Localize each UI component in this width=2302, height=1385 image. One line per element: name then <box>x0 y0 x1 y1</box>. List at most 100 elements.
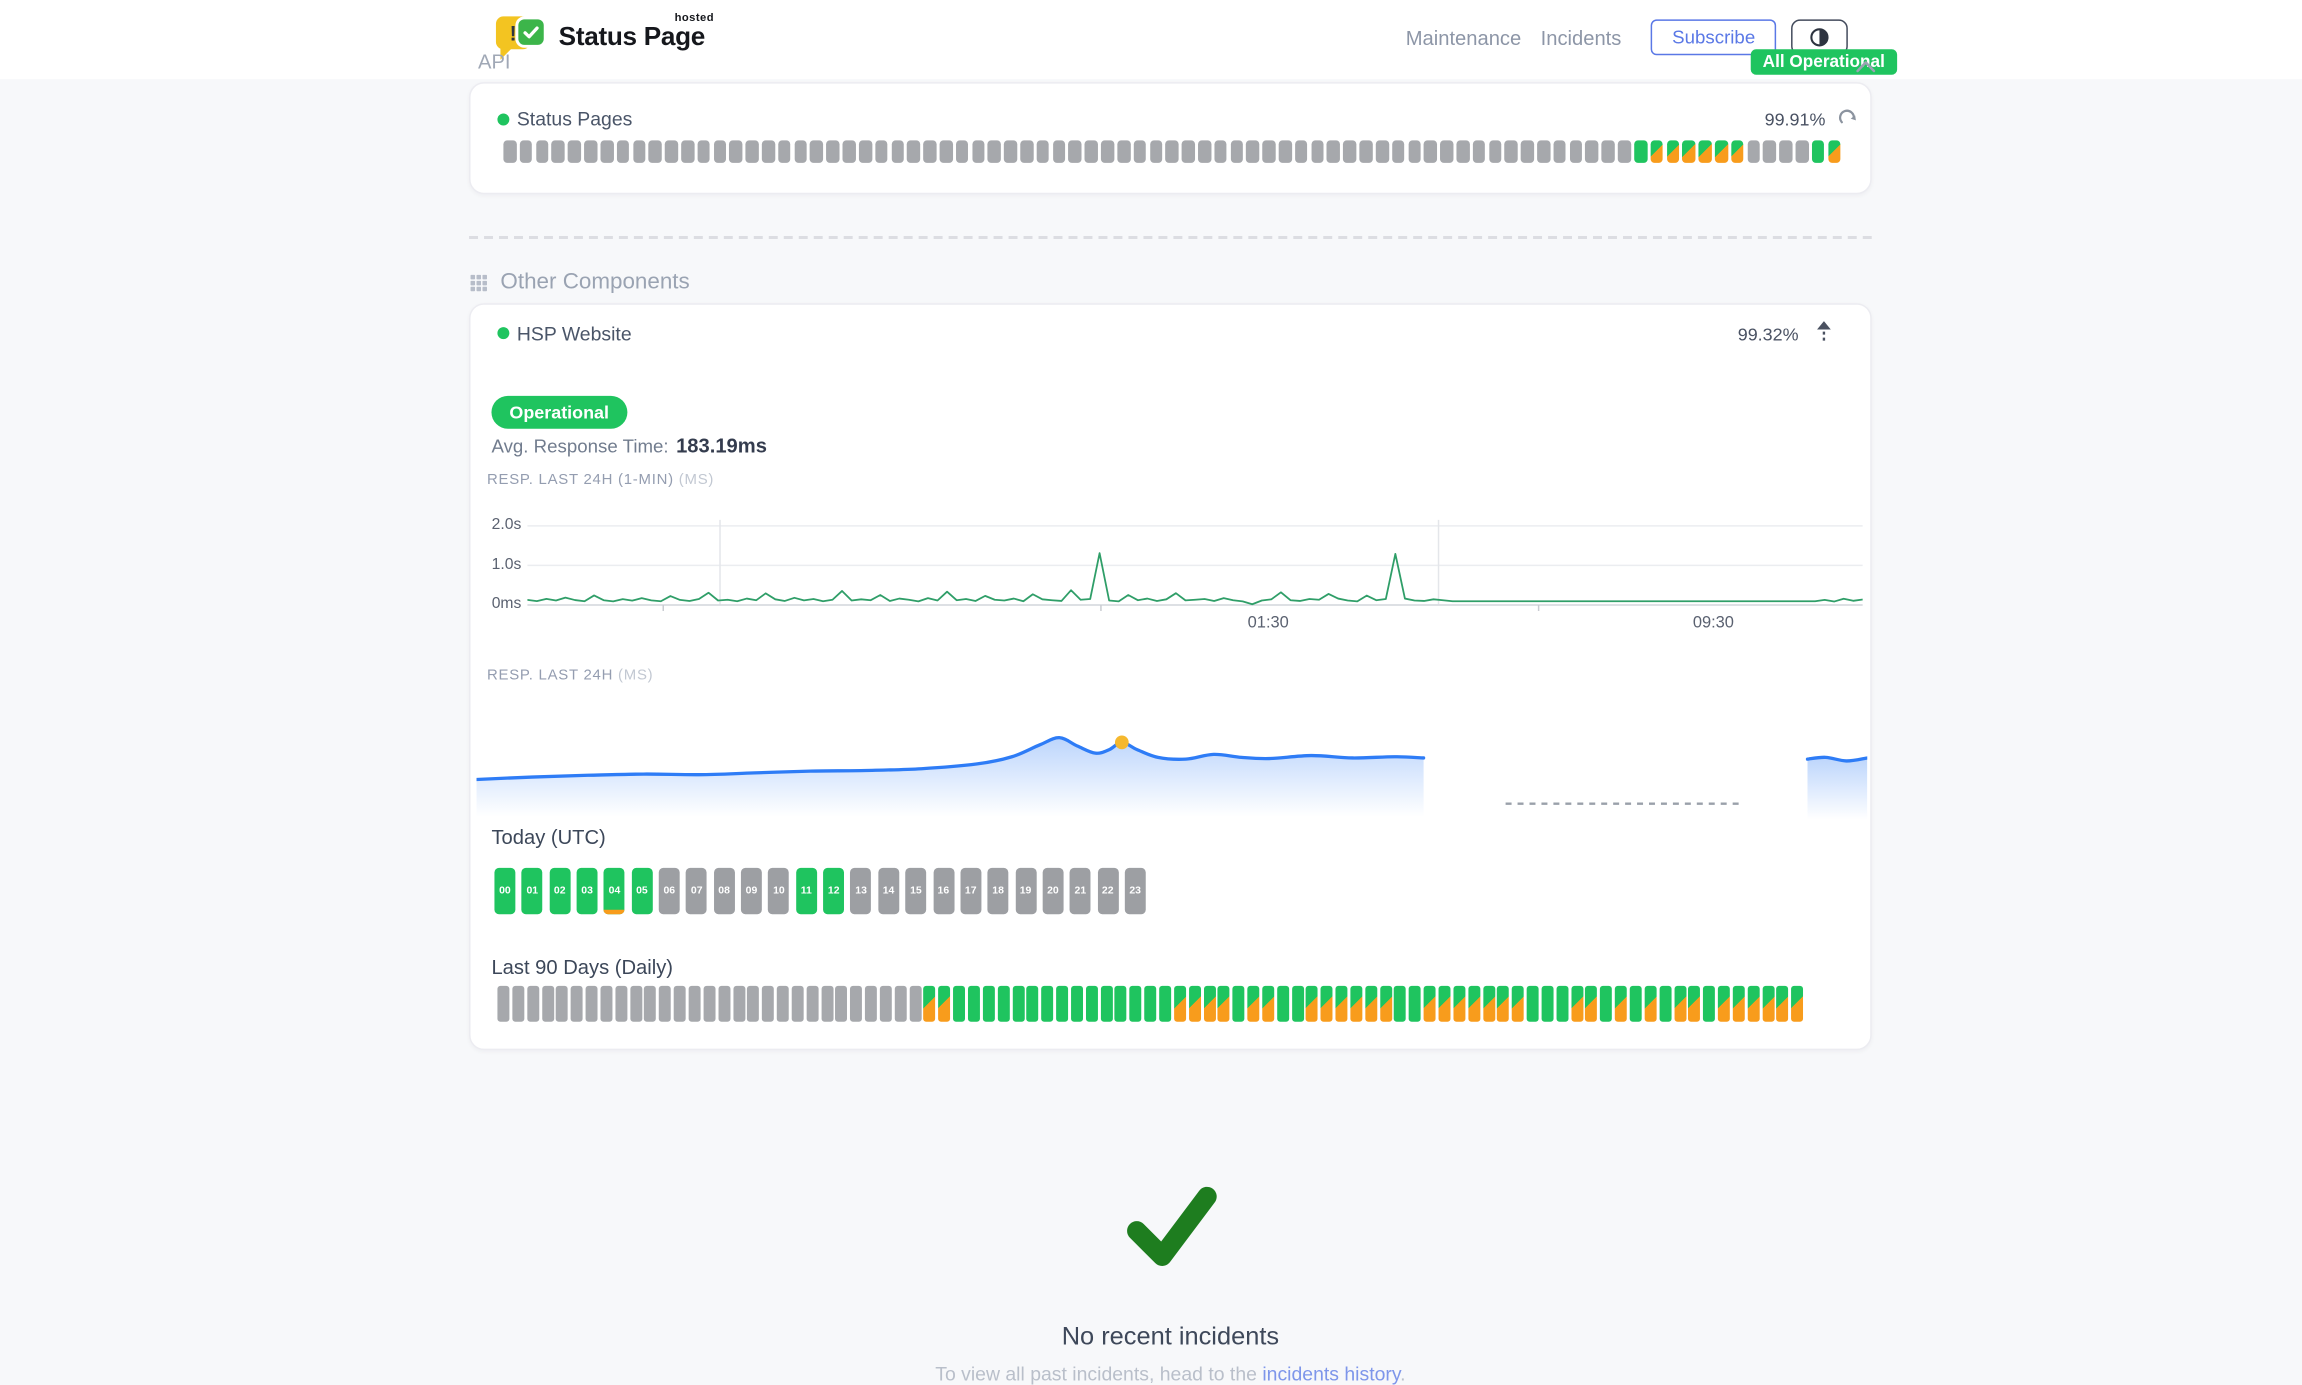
uptime-bar[interactable] <box>987 140 1001 163</box>
uptime-bar[interactable] <box>1350 985 1363 1022</box>
uptime-bar[interactable] <box>1601 140 1615 163</box>
uptime-bar[interactable] <box>1407 140 1421 163</box>
uptime-bar[interactable] <box>1644 985 1657 1022</box>
uptime-bar[interactable] <box>1472 140 1486 163</box>
hour-block[interactable]: 07 <box>686 867 708 915</box>
uptime-bar[interactable] <box>1041 985 1054 1022</box>
hour-block[interactable]: 05 <box>631 867 653 915</box>
nav-link-incidents[interactable]: Incidents <box>1540 26 1622 49</box>
uptime-bar[interactable] <box>585 985 598 1022</box>
uptime-bar[interactable] <box>806 985 819 1022</box>
hour-block[interactable]: 08 <box>713 867 735 915</box>
uptime-bar[interactable] <box>713 140 727 163</box>
uptime-bar[interactable] <box>1276 985 1289 1022</box>
uptime-bar[interactable] <box>526 985 539 1022</box>
uptime-bar[interactable] <box>1068 140 1082 163</box>
uptime-bar[interactable] <box>568 140 581 163</box>
uptime-bar[interactable] <box>1217 985 1230 1022</box>
hour-block[interactable]: 22 <box>1097 867 1119 915</box>
uptime-bar[interactable] <box>1776 985 1789 1022</box>
uptime-bar[interactable] <box>909 985 922 1022</box>
uptime-bar[interactable] <box>747 985 760 1022</box>
uptime-bar[interactable] <box>729 140 743 163</box>
uptime-bar[interactable] <box>1070 985 1083 1022</box>
hour-block[interactable]: 18 <box>987 867 1009 915</box>
uptime-bar[interactable] <box>629 985 642 1022</box>
uptime-bar[interactable] <box>1585 985 1598 1022</box>
uptime-bar[interactable] <box>1084 140 1098 163</box>
uptime-bar[interactable] <box>541 985 554 1022</box>
uptime-bar[interactable] <box>1375 140 1389 163</box>
uptime-bar[interactable] <box>1133 140 1147 163</box>
uptime-bar[interactable] <box>1698 140 1712 163</box>
uptime-bar[interactable] <box>600 985 613 1022</box>
uptime-bar[interactable] <box>1714 140 1728 163</box>
uptime-bar[interactable] <box>1020 140 1034 163</box>
nav-link-maintenance[interactable]: Maintenance <box>1405 26 1522 49</box>
hour-block[interactable]: 11 <box>795 867 817 915</box>
uptime-bar[interactable] <box>644 985 657 1022</box>
uptime-bar[interactable] <box>1438 985 1451 1022</box>
uptime-bar[interactable] <box>1129 985 1142 1022</box>
hour-block[interactable]: 15 <box>905 867 927 915</box>
uptime-bar[interactable] <box>1085 985 1098 1022</box>
uptime-bar[interactable] <box>570 985 583 1022</box>
uptime-bar[interactable] <box>761 140 775 163</box>
uptime-bar[interactable] <box>718 985 730 1022</box>
hour-block[interactable]: 19 <box>1015 867 1036 915</box>
uptime-bar[interactable] <box>1159 985 1172 1022</box>
hour-block[interactable]: 10 <box>768 867 790 915</box>
uptime-bar[interactable] <box>1614 985 1627 1022</box>
uptime-bar[interactable] <box>1310 140 1324 163</box>
uptime-bar[interactable] <box>1115 985 1127 1022</box>
uptime-bar[interactable] <box>982 985 995 1022</box>
uptime-bar[interactable] <box>1467 985 1480 1022</box>
uptime-bar[interactable] <box>1732 985 1745 1022</box>
uptime-bar[interactable] <box>1294 140 1308 163</box>
scroll-top-arrow-icon[interactable] <box>1816 321 1831 349</box>
uptime-bar[interactable] <box>1291 985 1304 1022</box>
uptime-bar[interactable] <box>858 140 872 163</box>
uptime-bar[interactable] <box>1440 140 1454 163</box>
uptime-bar[interactable] <box>1762 985 1774 1022</box>
uptime-bar[interactable] <box>1504 140 1518 163</box>
uptime-bar[interactable] <box>1673 985 1686 1022</box>
uptime-bar[interactable] <box>1747 140 1760 163</box>
uptime-bar[interactable] <box>497 985 510 1022</box>
uptime-bar[interactable] <box>1394 985 1407 1022</box>
uptime-bar[interactable] <box>1541 985 1554 1022</box>
uptime-bar[interactable] <box>600 140 614 163</box>
uptime-bar[interactable] <box>1453 985 1466 1022</box>
uptime-bar[interactable] <box>1569 140 1583 163</box>
uptime-bar[interactable] <box>1747 985 1760 1022</box>
hour-block[interactable]: 03 <box>576 867 598 915</box>
uptime-bar[interactable] <box>835 985 848 1022</box>
uptime-bar[interactable] <box>953 985 966 1022</box>
uptime-bar[interactable] <box>1165 140 1179 163</box>
uptime-bar[interactable] <box>1149 140 1163 163</box>
hour-block[interactable]: 09 <box>741 867 762 915</box>
uptime-bar[interactable] <box>891 140 904 163</box>
uptime-bar[interactable] <box>681 140 694 163</box>
uptime-bar[interactable] <box>1379 985 1392 1022</box>
uptime-bar[interactable] <box>1012 985 1025 1022</box>
uptime-bar[interactable] <box>1811 140 1825 163</box>
uptime-bar[interactable] <box>1246 140 1260 163</box>
uptime-bar[interactable] <box>697 140 711 163</box>
uptime-bar[interactable] <box>1488 140 1502 163</box>
uptime-bar[interactable] <box>1482 985 1495 1022</box>
uptime-bar[interactable] <box>894 985 907 1022</box>
uptime-bar[interactable] <box>556 985 569 1022</box>
uptime-bar[interactable] <box>1779 140 1793 163</box>
uptime-bar[interactable] <box>1100 985 1113 1022</box>
uptime-bar[interactable] <box>810 140 824 163</box>
hour-block[interactable]: 12 <box>823 867 845 915</box>
uptime-bar[interactable] <box>1688 985 1701 1022</box>
uptime-bar[interactable] <box>551 140 565 163</box>
uptime-bar[interactable] <box>1026 985 1039 1022</box>
uptime-bar[interactable] <box>1512 985 1525 1022</box>
uptime-bar[interactable] <box>1144 985 1157 1022</box>
uptime-bar[interactable] <box>1827 140 1841 163</box>
uptime-bar[interactable] <box>1537 140 1551 163</box>
uptime-bar[interactable] <box>1320 985 1333 1022</box>
